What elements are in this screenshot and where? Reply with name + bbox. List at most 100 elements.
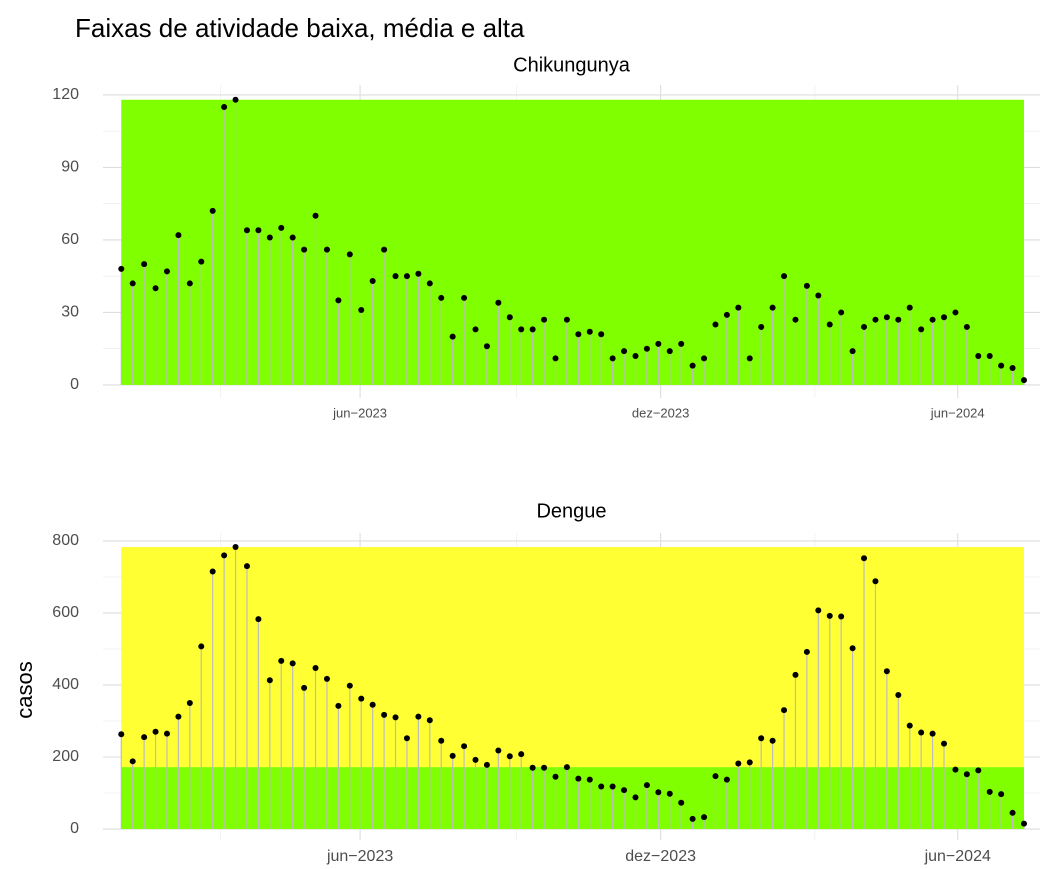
- y-tick-label: 30: [61, 304, 79, 321]
- point: [346, 682, 353, 689]
- point: [872, 316, 879, 323]
- point: [243, 227, 250, 234]
- x-tick-label: jun−2023: [332, 405, 387, 420]
- point: [986, 788, 993, 795]
- point: [403, 273, 410, 280]
- panel-title: Dengue: [536, 500, 606, 522]
- point: [918, 729, 925, 736]
- point: [975, 767, 982, 774]
- point: [221, 552, 228, 559]
- point: [449, 752, 456, 759]
- point: [461, 294, 468, 301]
- point: [723, 311, 730, 318]
- point: [266, 234, 273, 241]
- y-tick-label: 400: [52, 676, 79, 693]
- y-tick-label: 0: [70, 820, 79, 837]
- point: [575, 775, 582, 782]
- page-title: Faixas de atividade baixa, média e alta: [75, 13, 525, 43]
- point: [175, 713, 182, 720]
- point: [518, 751, 525, 758]
- point: [735, 760, 742, 767]
- y-tick-label: 90: [61, 159, 79, 176]
- point: [369, 701, 376, 708]
- point: [141, 734, 148, 741]
- point: [792, 671, 799, 678]
- point: [415, 270, 422, 277]
- point: [918, 326, 925, 333]
- point: [129, 280, 136, 287]
- point: [392, 714, 399, 721]
- point: [483, 761, 490, 768]
- point: [541, 764, 548, 771]
- y-tick-label: 60: [61, 231, 79, 248]
- point: [312, 212, 319, 219]
- point: [461, 743, 468, 750]
- point: [598, 783, 605, 790]
- point: [872, 578, 879, 585]
- point: [655, 789, 662, 796]
- point: [118, 731, 125, 738]
- point: [506, 753, 513, 760]
- point: [118, 265, 125, 272]
- point: [1009, 809, 1016, 816]
- point: [746, 355, 753, 362]
- point: [186, 699, 193, 706]
- point: [152, 285, 159, 292]
- point: [586, 776, 593, 783]
- point: [163, 268, 170, 275]
- point: [941, 740, 948, 747]
- point: [278, 657, 285, 664]
- point: [849, 645, 856, 652]
- point: [712, 773, 719, 780]
- point: [529, 326, 536, 333]
- point: [221, 103, 228, 110]
- point: [495, 747, 502, 754]
- point: [735, 304, 742, 311]
- point: [369, 278, 376, 285]
- point: [495, 299, 502, 306]
- point: [232, 544, 239, 551]
- y-tick-label: 800: [52, 532, 79, 549]
- point: [621, 348, 628, 355]
- point: [632, 794, 639, 801]
- point: [483, 343, 490, 350]
- point: [301, 246, 308, 253]
- point: [826, 612, 833, 619]
- point: [312, 665, 319, 672]
- point: [426, 280, 433, 287]
- y-tick-label: 120: [52, 86, 79, 103]
- point: [563, 316, 570, 323]
- point: [449, 333, 456, 340]
- point: [643, 345, 650, 352]
- point: [758, 735, 765, 742]
- y-tick-label: 600: [52, 604, 79, 621]
- point: [701, 814, 708, 821]
- point: [975, 352, 982, 359]
- point: [472, 326, 479, 333]
- y-tick-label: 0: [70, 376, 79, 393]
- point: [963, 771, 970, 778]
- point: [415, 713, 422, 720]
- point: [209, 568, 216, 575]
- point: [598, 331, 605, 338]
- point: [255, 227, 262, 234]
- point: [266, 677, 273, 684]
- point: [289, 234, 296, 241]
- point: [998, 362, 1005, 369]
- point: [678, 340, 685, 347]
- panel-title: Chikungunya: [513, 54, 631, 76]
- point: [723, 776, 730, 783]
- point: [952, 766, 959, 773]
- point: [838, 613, 845, 620]
- point: [563, 764, 570, 771]
- point: [941, 314, 948, 321]
- point: [895, 316, 902, 323]
- point: [141, 261, 148, 268]
- point: [701, 355, 708, 362]
- point: [666, 348, 673, 355]
- point: [381, 711, 388, 718]
- point: [506, 314, 513, 321]
- point: [621, 787, 628, 794]
- activity-band: [121, 767, 1025, 830]
- point: [335, 702, 342, 709]
